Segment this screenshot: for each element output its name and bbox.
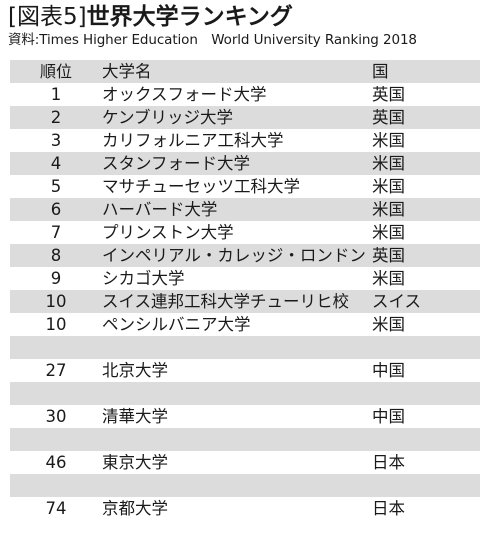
table-header-row: 順位 大学名 国	[10, 60, 480, 83]
university-cell: ケンブリッジ大学	[102, 108, 234, 127]
university-cell: プリンストン大学	[102, 223, 234, 242]
university-cell: オックスフォード大学	[102, 85, 267, 104]
header-university: 大学名	[102, 62, 152, 81]
table-row: 10 ペンシルバニア大学 米国	[10, 313, 480, 336]
table-row: 6 ハーバード大学 米国	[10, 198, 480, 221]
country-cell: 中国	[372, 407, 405, 426]
university-cell: シカゴ大学	[102, 269, 185, 288]
table-row: 5 マサチューセッツ工科大学 米国	[10, 175, 480, 198]
table-row: 4 スタンフォード大学 米国	[10, 152, 480, 175]
rank-cell: 6	[50, 200, 62, 219]
table-row: 7 プリンストン大学 米国	[10, 221, 480, 244]
figure-title: [図表5]世界大学ランキング	[8, 2, 293, 32]
figure-number: [図表5]	[8, 4, 87, 30]
country-cell: スイス	[372, 292, 422, 311]
rank-cell: 8	[50, 246, 62, 265]
country-cell: 米国	[372, 269, 405, 288]
table-row: 46 東京大学 日本	[10, 451, 480, 474]
rank-cell: 5	[50, 177, 62, 196]
country-cell: 日本	[372, 453, 405, 472]
university-cell: 北京大学	[102, 361, 168, 380]
country-cell: 米国	[372, 223, 405, 242]
country-cell: 米国	[372, 200, 405, 219]
row-separator	[10, 336, 480, 359]
country-cell: 米国	[372, 154, 405, 173]
university-cell: スタンフォード大学	[102, 154, 251, 173]
university-cell: インペリアル・カレッジ・ロンドン	[102, 246, 366, 265]
table-row: 1 オックスフォード大学 英国	[10, 83, 480, 106]
rank-cell: 30	[45, 407, 67, 426]
table-row: 27 北京大学 中国	[10, 359, 480, 382]
rank-cell: 7	[50, 223, 62, 242]
country-cell: 米国	[372, 177, 405, 196]
country-cell: 中国	[372, 361, 405, 380]
source-note: 資料:Times Higher Education World Universi…	[8, 32, 417, 48]
country-cell: 米国	[372, 315, 405, 334]
rank-cell: 10	[45, 292, 67, 311]
university-cell: ハーバード大学	[102, 200, 218, 219]
header-country: 国	[372, 62, 389, 81]
ranking-table: 順位 大学名 国 1 オックスフォード大学 英国 2 ケンブリッジ大学 英国 3…	[10, 60, 480, 520]
country-cell: 英国	[372, 85, 405, 104]
table-row: 8 インペリアル・カレッジ・ロンドン 英国	[10, 244, 480, 267]
rank-cell: 1	[50, 85, 62, 104]
rank-cell: 74	[45, 499, 67, 518]
university-cell: カリフォルニア工科大学	[102, 131, 284, 150]
rank-cell: 27	[45, 361, 67, 380]
table-row: 74 京都大学 日本	[10, 497, 480, 520]
university-cell: ペンシルバニア大学	[102, 315, 251, 334]
country-cell: 日本	[372, 499, 405, 518]
table-row: 9 シカゴ大学 米国	[10, 267, 480, 290]
university-cell: 清華大学	[102, 407, 168, 426]
country-cell: 英国	[372, 246, 405, 265]
rank-cell: 9	[50, 269, 62, 288]
table-row: 30 清華大学 中国	[10, 405, 480, 428]
row-separator	[10, 382, 480, 405]
country-cell: 米国	[372, 131, 405, 150]
rank-cell: 2	[50, 108, 62, 127]
university-cell: 東京大学	[102, 453, 168, 472]
row-separator	[10, 428, 480, 451]
university-cell: マサチューセッツ工科大学	[102, 177, 300, 196]
table-row: 10 スイス連邦工科大学チューリヒ校 スイス	[10, 290, 480, 313]
rank-cell: 3	[50, 131, 62, 150]
country-cell: 英国	[372, 108, 405, 127]
rank-cell: 10	[45, 315, 67, 334]
rank-cell: 46	[45, 453, 67, 472]
university-cell: スイス連邦工科大学チューリヒ校	[102, 292, 350, 311]
header-rank: 順位	[39, 62, 72, 81]
table-row: 3 カリフォルニア工科大学 米国	[10, 129, 480, 152]
row-separator	[10, 474, 480, 497]
university-cell: 京都大学	[102, 499, 168, 518]
rank-cell: 4	[50, 154, 62, 173]
figure-heading: 世界大学ランキング	[86, 4, 293, 30]
table-row: 2 ケンブリッジ大学 英国	[10, 106, 480, 129]
